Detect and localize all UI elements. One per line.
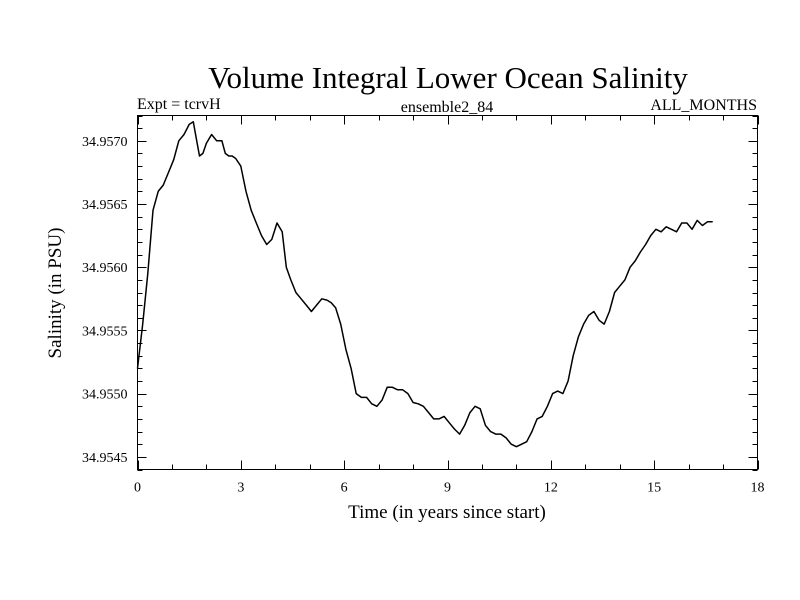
plot-frame [137,115,758,470]
y-tick-label: 34.9555 [82,324,128,339]
x-tick-label: 15 [647,481,661,496]
x-tick-label: 9 [444,481,451,496]
y-tick-label: 34.9570 [82,135,128,150]
subtitle-ensemble: ensemble2_84 [401,99,493,116]
axis-ticks [137,115,759,471]
subtitle-months: ALL_MONTHS [650,97,757,114]
x-axis-label: Time (in years since start) [348,502,546,523]
x-tick-labels: 0 3 6 9 12 15 18 [134,481,765,496]
x-tick-label: 0 [134,481,141,496]
subtitle-experiment: Expt = tcrvH [137,96,221,113]
y-tick-label: 34.9550 [82,388,128,403]
x-tick-label: 12 [544,481,558,496]
y-tick-label: 34.9545 [82,451,128,466]
chart-title: Volume Integral Lower Ocean Salinity [208,60,688,95]
y-tick-labels: 34.9545 34.9550 34.9555 34.9560 34.9565 34.95… [82,135,128,466]
salinity-series-line [136,121,713,448]
y-tick-label: 34.9565 [82,198,128,213]
x-tick-label: 3 [237,481,244,496]
x-tick-label: 6 [341,481,348,496]
x-tick-label: 18 [751,481,765,496]
y-axis-label: Salinity (in PSU) [45,228,66,359]
y-tick-label: 34.9560 [82,261,128,276]
